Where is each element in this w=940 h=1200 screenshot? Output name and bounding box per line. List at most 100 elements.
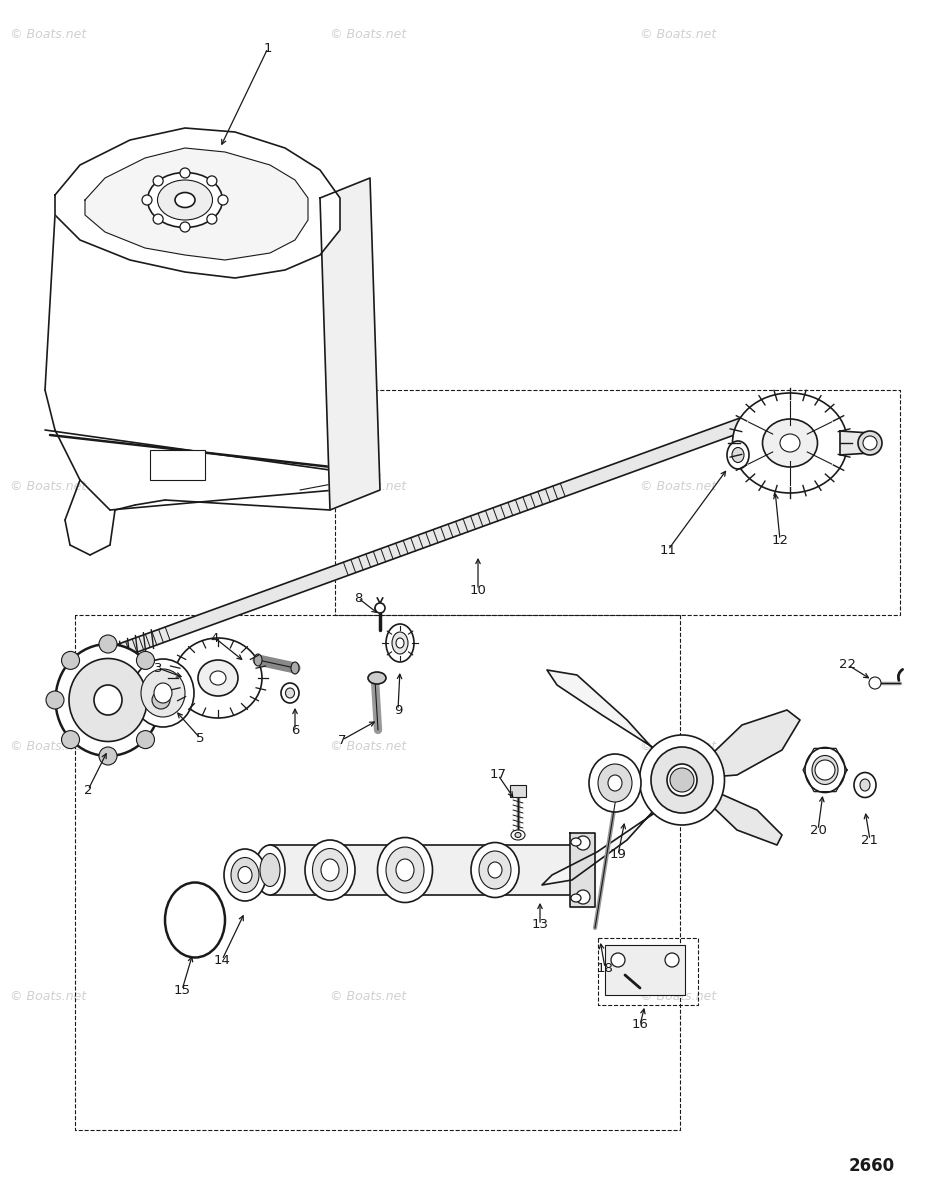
Ellipse shape (598, 764, 632, 802)
Ellipse shape (321, 859, 339, 881)
Text: 4: 4 (211, 631, 219, 644)
Ellipse shape (589, 754, 641, 812)
Ellipse shape (141, 670, 185, 716)
Bar (510, 785, 526, 797)
Circle shape (153, 176, 164, 186)
Ellipse shape (732, 392, 848, 493)
Polygon shape (690, 710, 800, 778)
Circle shape (46, 691, 64, 709)
Text: 8: 8 (353, 592, 362, 605)
Circle shape (61, 731, 80, 749)
Ellipse shape (854, 773, 876, 798)
Text: 16: 16 (632, 1019, 649, 1032)
Polygon shape (270, 845, 575, 895)
Circle shape (136, 731, 154, 749)
Ellipse shape (154, 683, 172, 703)
Text: © Boats.net: © Boats.net (330, 990, 406, 1003)
Circle shape (869, 677, 881, 689)
Circle shape (815, 760, 835, 780)
Ellipse shape (608, 775, 622, 791)
Ellipse shape (667, 764, 697, 796)
Text: © Boats.net: © Boats.net (640, 28, 716, 41)
Ellipse shape (238, 866, 252, 883)
Polygon shape (55, 128, 340, 278)
Circle shape (218, 194, 228, 205)
Ellipse shape (511, 830, 525, 840)
Ellipse shape (281, 683, 299, 703)
Ellipse shape (254, 654, 262, 666)
Text: © Boats.net: © Boats.net (10, 740, 86, 754)
Ellipse shape (571, 838, 581, 846)
Ellipse shape (392, 632, 408, 654)
Text: © Boats.net: © Boats.net (640, 480, 716, 493)
Bar (150, 450, 205, 480)
Polygon shape (840, 431, 870, 455)
Text: 17: 17 (490, 768, 507, 781)
Ellipse shape (732, 448, 744, 462)
Ellipse shape (148, 173, 223, 228)
Circle shape (863, 436, 877, 450)
Text: 10: 10 (470, 583, 486, 596)
Polygon shape (570, 833, 595, 907)
Text: 5: 5 (196, 732, 204, 744)
Text: 7: 7 (337, 733, 346, 746)
Circle shape (207, 176, 217, 186)
Circle shape (375, 602, 385, 613)
Text: 1: 1 (264, 42, 273, 54)
Text: © Boats.net: © Boats.net (10, 990, 86, 1003)
Circle shape (99, 746, 117, 766)
Ellipse shape (515, 833, 521, 838)
Circle shape (611, 953, 625, 967)
Ellipse shape (132, 659, 194, 727)
Ellipse shape (175, 192, 195, 208)
Circle shape (153, 214, 164, 224)
Text: © Boats.net: © Boats.net (330, 740, 406, 754)
Ellipse shape (378, 838, 432, 902)
Ellipse shape (69, 659, 147, 742)
Ellipse shape (762, 419, 818, 467)
Circle shape (665, 953, 679, 967)
Ellipse shape (805, 748, 845, 792)
Ellipse shape (312, 848, 348, 892)
Text: 9: 9 (394, 703, 402, 716)
Circle shape (180, 168, 190, 178)
Polygon shape (85, 148, 308, 260)
Circle shape (152, 691, 170, 709)
Ellipse shape (55, 644, 161, 756)
Text: 6: 6 (290, 724, 299, 737)
Text: © Boats.net: © Boats.net (10, 480, 86, 493)
Text: © Boats.net: © Boats.net (640, 990, 716, 1003)
Ellipse shape (94, 685, 122, 715)
Ellipse shape (291, 662, 299, 674)
Ellipse shape (224, 850, 266, 901)
Text: 21: 21 (861, 834, 879, 846)
Circle shape (99, 635, 117, 653)
Ellipse shape (396, 859, 414, 881)
Text: © Boats.net: © Boats.net (640, 740, 716, 754)
Text: 11: 11 (660, 544, 677, 557)
Text: 12: 12 (772, 534, 789, 546)
Ellipse shape (174, 638, 262, 718)
Circle shape (142, 194, 152, 205)
Text: 2: 2 (84, 784, 92, 797)
Text: 2660: 2660 (849, 1157, 895, 1175)
Ellipse shape (571, 894, 581, 902)
Ellipse shape (479, 851, 511, 889)
Ellipse shape (860, 779, 870, 791)
Ellipse shape (210, 671, 226, 685)
Polygon shape (690, 785, 782, 845)
Text: 3: 3 (154, 661, 163, 674)
Ellipse shape (812, 756, 838, 785)
Ellipse shape (396, 638, 404, 648)
Text: © Boats.net: © Boats.net (330, 28, 406, 41)
Ellipse shape (488, 862, 502, 878)
Text: © Boats.net: © Boats.net (10, 28, 86, 41)
Ellipse shape (651, 746, 713, 814)
Polygon shape (542, 785, 682, 886)
Polygon shape (320, 178, 380, 510)
Circle shape (136, 652, 154, 670)
Ellipse shape (368, 672, 386, 684)
Text: 22: 22 (839, 659, 856, 672)
Circle shape (858, 431, 882, 455)
Text: © Boats.net: © Boats.net (330, 480, 406, 493)
